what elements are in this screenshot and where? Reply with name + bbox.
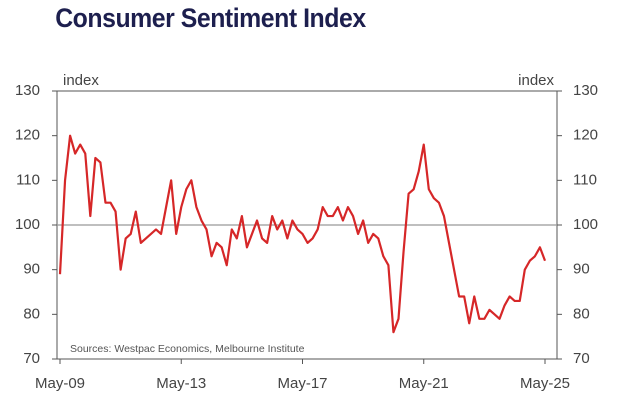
series-line	[58, 134, 547, 334]
y2-tick-label: 120	[573, 127, 598, 144]
x-tick-label: May-13	[156, 375, 206, 392]
y2-tick-label: 70	[573, 350, 590, 367]
y-tick-label: 120	[15, 127, 40, 144]
y2-axis-label: index	[518, 72, 554, 89]
y-tick-label: 100	[15, 216, 40, 233]
y-tick-label: 110	[16, 171, 40, 188]
chart-title: Consumer Sentiment Index	[55, 4, 367, 33]
y-axis-label: index	[63, 72, 99, 89]
y-tick-label: 80	[23, 305, 40, 322]
y-tick-label: 70	[23, 350, 40, 367]
y2-tick-label: 110	[573, 171, 597, 188]
y2-tick-label: 100	[573, 216, 598, 233]
y-tick-label: 90	[23, 261, 40, 278]
x-tick-label: May-21	[399, 375, 449, 392]
y2-tick-label: 80	[573, 305, 590, 322]
y2-tick-label: 130	[573, 82, 598, 99]
y2-tick-label: 90	[573, 261, 590, 278]
y-tick-label: 130	[15, 82, 40, 99]
x-tick-label: May-09	[35, 375, 85, 392]
x-tick-label: May-17	[277, 375, 327, 392]
x-tick-label: May-25	[520, 375, 570, 392]
source-note: Sources: Westpac Economics, Melbourne In…	[70, 343, 305, 355]
